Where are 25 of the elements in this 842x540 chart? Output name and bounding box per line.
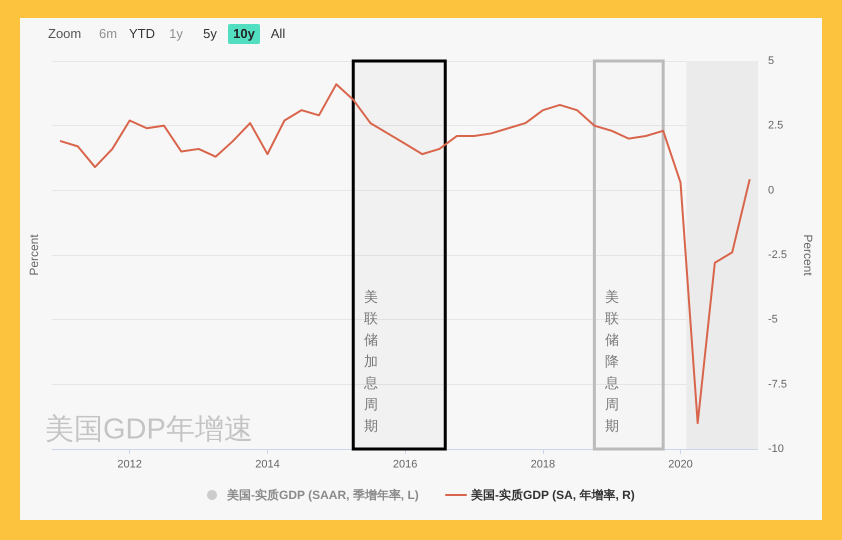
band-label: 美联储降息周期	[604, 288, 619, 434]
text: 1y	[160, 24, 192, 44]
legend-label: 美国-实质GDP (SA, 年增率, R)	[470, 488, 635, 502]
y2-tick-label: 5	[768, 55, 774, 67]
y2-tick-label: 2.5	[768, 120, 784, 132]
x-tick-label: 2012	[117, 458, 142, 470]
y2-tick-label: 0	[768, 184, 774, 196]
x-tick-label: 2020	[668, 458, 693, 470]
text: 6m	[92, 24, 124, 44]
y2-tick-label: -5	[768, 314, 778, 326]
y2-tick-label: -7.5	[768, 378, 787, 390]
x-tick-label: 2016	[392, 458, 418, 470]
x-tick-label: 2018	[530, 458, 556, 470]
legend-label: 美国-实质GDP (SAAR, 季增年率, L)	[226, 488, 419, 502]
y2-axis-title: Percent	[801, 234, 815, 276]
y-axis-title: Percent	[27, 234, 41, 276]
text: 5y	[194, 24, 226, 44]
y2-tick-label: -2.5	[768, 249, 787, 261]
x-tick-label: 2014	[255, 458, 280, 470]
text: Zoom	[48, 25, 82, 43]
text: YTD	[126, 24, 158, 44]
text: All	[262, 24, 294, 44]
band-label: 美联储加息周期	[362, 288, 378, 434]
text: 10y	[228, 24, 260, 44]
y2-tick-label: -10	[768, 443, 784, 455]
